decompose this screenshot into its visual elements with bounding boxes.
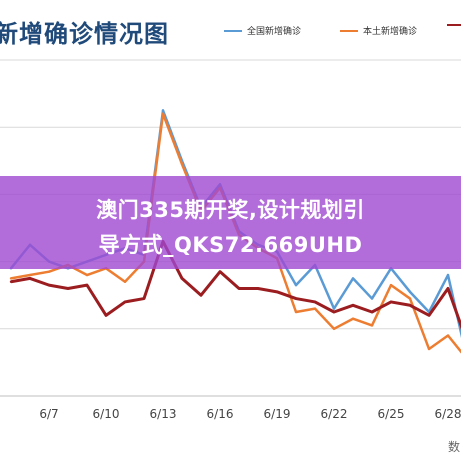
data-point xyxy=(28,277,32,280)
data-point xyxy=(446,334,450,337)
banner-line-2: 导方式_QKS72.669UHD xyxy=(98,233,363,257)
data-point xyxy=(332,307,336,310)
x-tick-label: 6/22 xyxy=(321,407,348,421)
legend-label-local: 本土新增确诊 xyxy=(363,27,418,37)
data-point xyxy=(351,317,355,320)
data-point xyxy=(370,297,374,300)
data-point xyxy=(66,287,70,290)
x-tick-label: 6/10 xyxy=(93,407,120,421)
data-point xyxy=(313,307,317,310)
x-tick-label: 6/13 xyxy=(150,407,177,421)
data-point xyxy=(389,283,393,287)
data-point xyxy=(275,290,279,294)
data-point xyxy=(427,314,431,317)
banner-line-1: 澳门335期开奖,设计规划引 xyxy=(96,198,365,222)
data-point xyxy=(446,273,450,277)
x-tick-label: 6/16 xyxy=(207,407,234,421)
legend-item-third xyxy=(447,24,461,26)
data-point xyxy=(180,277,184,280)
data-point xyxy=(9,277,13,280)
chart-legend: 全国新增确诊 本土新增确诊 xyxy=(0,24,461,44)
data-point xyxy=(389,300,393,304)
corner-text: 数 xyxy=(448,440,461,454)
data-point xyxy=(104,314,108,317)
chart-title: 新增确诊情况图 xyxy=(0,20,169,48)
data-point xyxy=(351,304,355,307)
data-point xyxy=(123,300,127,304)
data-point xyxy=(161,112,165,115)
x-tick-label: 6/19 xyxy=(264,407,291,421)
legend-swatch-national xyxy=(224,29,242,32)
series-line-2 xyxy=(10,239,461,330)
data-point xyxy=(332,327,336,330)
x-tick-label: 6/28 xyxy=(435,407,461,421)
data-point xyxy=(408,297,412,300)
x-tick-label: 6/25 xyxy=(378,407,405,421)
data-point xyxy=(370,310,374,314)
data-point xyxy=(218,270,222,273)
data-point xyxy=(47,283,51,287)
legend-item-local: 本土新增确诊 xyxy=(340,24,417,37)
data-point xyxy=(427,347,431,351)
data-point xyxy=(294,310,298,314)
data-point xyxy=(446,287,450,290)
data-point xyxy=(237,287,241,290)
data-point xyxy=(85,283,89,287)
data-point xyxy=(351,277,355,280)
data-point xyxy=(85,273,89,277)
data-point xyxy=(123,280,127,283)
data-point xyxy=(256,287,260,290)
data-point xyxy=(9,280,13,283)
data-point xyxy=(294,283,298,287)
data-point xyxy=(180,162,184,166)
x-tick-label: 6/7 xyxy=(39,407,58,421)
data-point xyxy=(47,270,51,273)
legend-label-national: 全国新增确诊 xyxy=(247,27,302,37)
overlay-banner: 澳门335期开奖,设计规划引 导方式_QKS72.669UHD xyxy=(0,176,461,269)
data-point xyxy=(370,324,374,327)
data-point xyxy=(161,109,165,112)
legend-swatch-local xyxy=(340,29,358,32)
data-point xyxy=(28,273,32,277)
data-point xyxy=(408,290,412,294)
data-point xyxy=(294,297,298,300)
data-point xyxy=(199,294,203,297)
data-point xyxy=(313,300,317,304)
data-point xyxy=(332,310,336,314)
data-point xyxy=(142,297,146,300)
legend-swatch-third xyxy=(447,24,461,26)
legend-item-national: 全国新增确诊 xyxy=(224,24,301,37)
data-point xyxy=(408,304,412,307)
